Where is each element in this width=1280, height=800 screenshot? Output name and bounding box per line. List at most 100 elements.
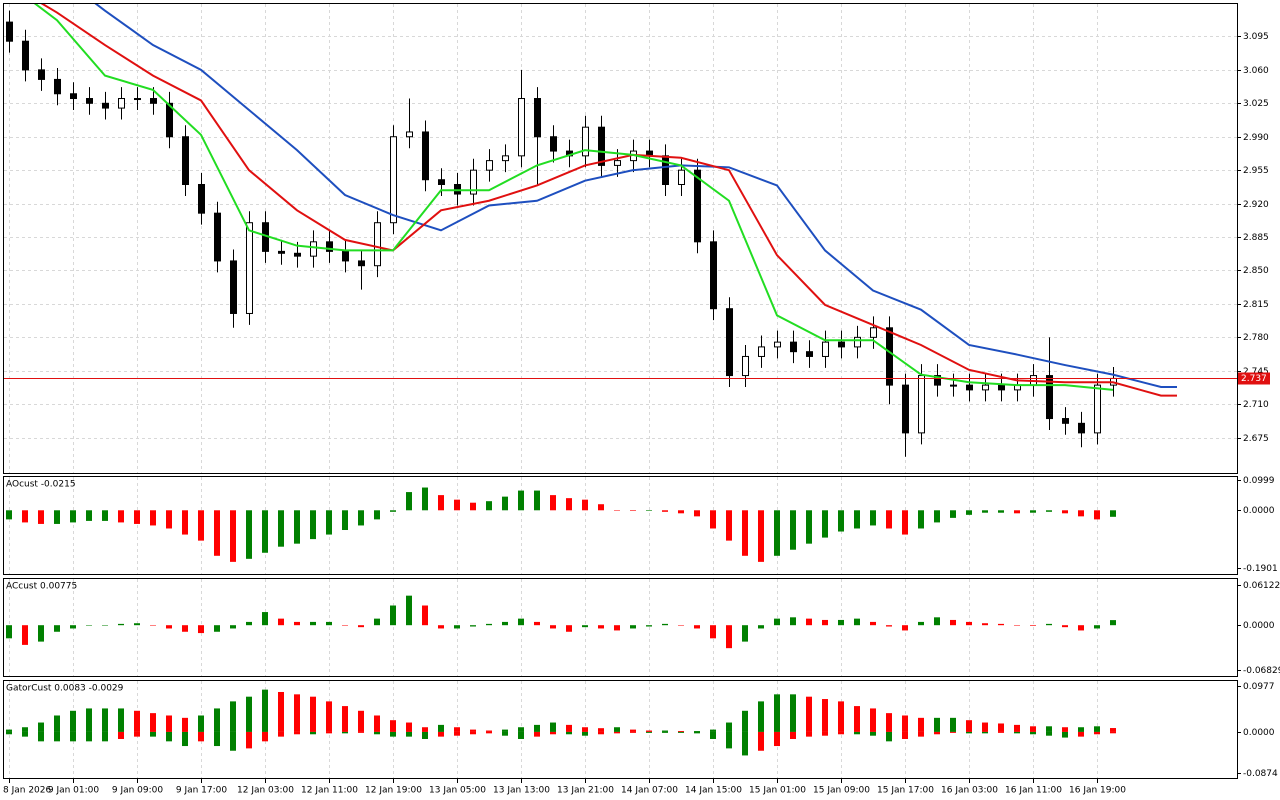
gator-upper-bar: [758, 701, 764, 732]
y-tick-label: -0.1901: [1243, 564, 1278, 574]
gator-lower-bar: [230, 731, 236, 751]
histogram-bar: [774, 510, 780, 556]
gator-lower-bar: [278, 731, 284, 737]
candle-body: [758, 346, 765, 357]
y-tick-label: -0.06829: [1243, 666, 1280, 676]
gator-lower-bar: [550, 731, 556, 735]
x-tick-label: 13 Jan 21:00: [557, 786, 614, 796]
candle-body: [694, 169, 701, 243]
gator-upper-bar: [1110, 728, 1116, 732]
histogram-bar: [182, 625, 188, 632]
histogram-bar: [630, 625, 636, 629]
histogram-bar: [742, 510, 748, 556]
histogram-bar: [902, 510, 908, 535]
histogram-bar: [950, 619, 956, 626]
gator-upper-bar: [662, 730, 668, 732]
gator-upper-bar: [86, 708, 92, 732]
candle-body: [774, 341, 781, 348]
y-tick-label: 2.885: [1243, 233, 1269, 243]
y-tick-label: -0.0874: [1243, 769, 1278, 779]
gator-lower-bar: [54, 731, 60, 742]
gator-upper-bar: [198, 715, 204, 732]
gator-upper-bar: [358, 710, 364, 732]
histogram-bar: [38, 625, 44, 642]
histogram-bar: [582, 625, 588, 628]
gator-lower-bar: [1078, 731, 1084, 737]
candle-body: [390, 136, 397, 224]
gator-upper-bar: [902, 715, 908, 732]
gator-lower-bar: [198, 731, 204, 742]
gator-upper-bar: [774, 694, 780, 732]
y-tick-label: 2.745: [1243, 367, 1269, 377]
gator-upper-bar: [1078, 727, 1084, 732]
gator-upper-bar: [614, 727, 620, 732]
gator-lower-bar: [518, 731, 524, 739]
gator-upper-bar: [438, 724, 444, 732]
histogram-bar: [806, 510, 812, 544]
histogram-bar: [278, 618, 284, 626]
x-tick-label: 15 Jan 01:00: [749, 786, 806, 796]
x-tick-label: 9 Jan 01:00: [48, 786, 100, 796]
candle-body: [854, 336, 861, 348]
histogram-bar: [726, 510, 732, 541]
candle-body: [54, 78, 61, 95]
gator-lower-bar: [854, 731, 860, 735]
histogram-bar: [326, 621, 332, 626]
candle-body: [358, 260, 365, 267]
histogram-bar: [934, 617, 940, 626]
histogram-bar: [934, 510, 940, 523]
gator-upper-bar: [518, 727, 524, 732]
candle-body: [214, 212, 221, 262]
histogram-bar: [310, 510, 316, 540]
histogram-bar: [6, 510, 12, 520]
candle-body: [710, 241, 717, 310]
gator-upper-bar: [262, 689, 268, 732]
gator-lower-bar: [998, 731, 1004, 733]
gator-upper-bar: [486, 730, 492, 732]
histogram-bar: [966, 510, 972, 515]
gator-upper-bar: [646, 730, 652, 732]
histogram-bar: [614, 625, 620, 631]
gator-lower-bar: [6, 731, 12, 735]
candle-body: [1094, 384, 1101, 434]
candle-body: [934, 375, 941, 386]
gator-lower-bar: [342, 731, 348, 734]
indicator-title: GatorCust 0.0083 -0.0029: [6, 684, 124, 694]
gator-lower-bar: [70, 731, 76, 742]
gator-lower-bar: [246, 731, 252, 749]
x-tick-label: 15 Jan 09:00: [813, 786, 870, 796]
candle-body: [326, 241, 333, 252]
gator-upper-bar: [38, 722, 44, 732]
candle-body: [70, 93, 77, 100]
histogram-bar: [870, 621, 876, 626]
histogram-bar: [262, 510, 268, 553]
histogram-bar: [438, 625, 444, 629]
histogram-bar: [486, 623, 492, 626]
last-price-box: [1238, 372, 1270, 385]
ac-frame: [3, 578, 1238, 677]
gator-lower-bar: [742, 731, 748, 756]
histogram-bar: [838, 510, 844, 532]
x-tick-label: 12 Jan 03:00: [237, 786, 294, 796]
histogram-bar: [758, 625, 764, 629]
histogram-bar: [150, 625, 156, 626]
y-tick-label: 2.955: [1243, 166, 1269, 176]
histogram-bar: [742, 625, 748, 642]
gator-upper-bar: [342, 706, 348, 732]
gator-upper-bar: [1030, 726, 1036, 732]
gator-lower-bar: [406, 731, 412, 737]
gator-upper-bar: [1094, 726, 1100, 732]
histogram-bar: [662, 623, 668, 626]
gator-lower-bar: [438, 731, 444, 737]
ma-line: [93, 3, 1177, 389]
candle-body: [1078, 422, 1085, 434]
histogram-bar: [454, 625, 460, 629]
histogram-bar: [918, 621, 924, 626]
histogram-bar: [278, 510, 284, 547]
histogram-bar: [758, 510, 764, 562]
gator-lower-bar: [326, 731, 332, 734]
gator-upper-bar: [390, 720, 396, 732]
histogram-bar: [422, 605, 428, 626]
histogram-bar: [1062, 625, 1068, 628]
